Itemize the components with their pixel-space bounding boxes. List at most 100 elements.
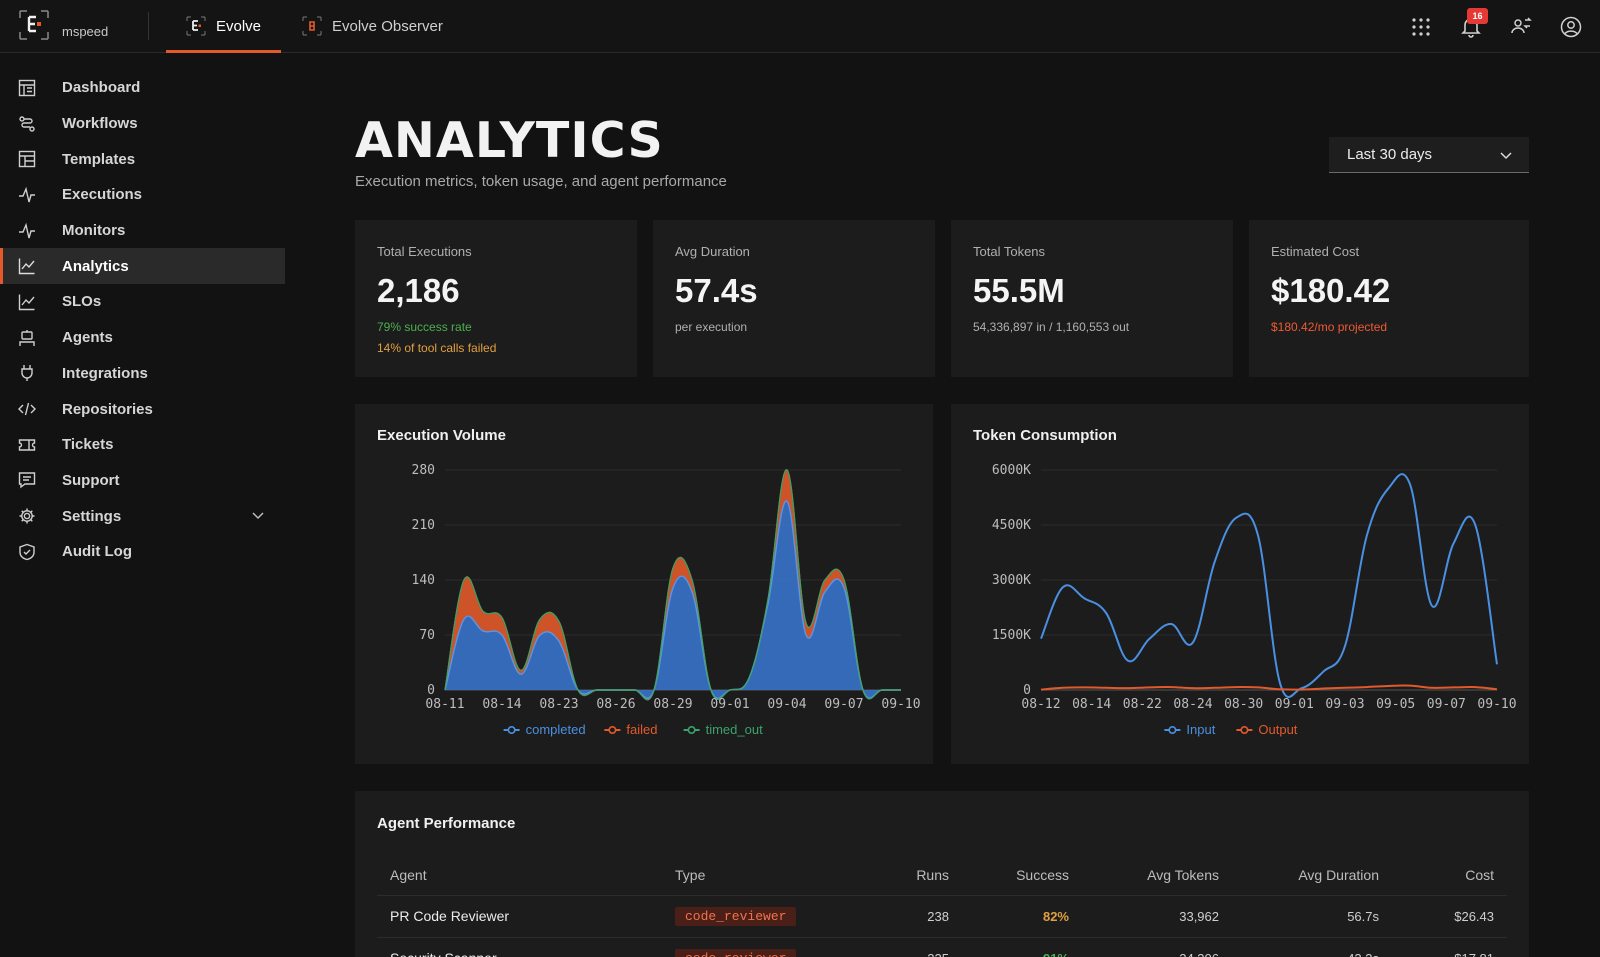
user-account-icon[interactable]	[1556, 12, 1586, 42]
sidebar-item-agents[interactable]: Agents	[0, 320, 285, 356]
legend-label: failed	[626, 722, 657, 737]
sidebar-item-label: Monitors	[62, 222, 126, 240]
legend-item-input[interactable]: Input	[1164, 722, 1216, 737]
legend-label: Input	[1186, 722, 1215, 737]
legend-item-completed[interactable]: completed	[503, 722, 586, 737]
column-header-agent[interactable]: Agent	[377, 855, 662, 896]
section-title: Agent Performance	[377, 815, 516, 832]
shield-icon	[19, 543, 35, 561]
sidebar-item-integrations[interactable]: Integrations	[0, 356, 285, 392]
runs-value: 238	[862, 895, 962, 938]
agent-name: PR Code Reviewer	[377, 895, 662, 938]
x-tick-label: 08-14	[482, 697, 521, 712]
x-tick-label: 08-30	[1224, 697, 1263, 712]
sidebar-item-templates[interactable]: Templates	[0, 141, 285, 177]
sidebar-item-monitors[interactable]: Monitors	[0, 213, 285, 249]
sidebar-item-executions[interactable]: Executions	[0, 177, 285, 213]
legend-marker	[507, 725, 516, 734]
column-header-type[interactable]: Type	[662, 855, 862, 896]
y-tick-label: 70	[419, 628, 435, 643]
tab-evolve-observer[interactable]: Evolve Observer	[282, 0, 463, 52]
column-header-avg-duration[interactable]: Avg Duration	[1232, 855, 1392, 896]
sidebar-item-label: Dashboard	[62, 79, 141, 97]
sidebar-item-label: Templates	[62, 150, 136, 168]
execution-volume-card: Execution Volume 0 70 140 210 280 08-11 08-14 0…	[355, 404, 933, 764]
sidebar-item-analytics[interactable]: Analytics	[0, 248, 285, 285]
notifications-button[interactable]: 16	[1456, 8, 1488, 42]
runs-value: 225	[862, 937, 962, 957]
tab-evolve[interactable]: Evolve	[166, 0, 282, 53]
sidebar-item-repositories[interactable]: Repositories	[0, 391, 285, 427]
y-tick-label: 6000K	[992, 463, 1031, 478]
success-value: 82%	[962, 895, 1082, 938]
legend-item-timed-out[interactable]: timed_out	[683, 722, 763, 737]
sidebar-item-slos[interactable]: SLOs	[0, 284, 285, 320]
tool-failure-text: 14% of tool calls failed	[377, 341, 497, 355]
gear-icon	[19, 508, 35, 524]
stat-value: 2,186	[377, 272, 460, 309]
table-row[interactable]: Security Scanner code_reviewer 225 91% 2…	[377, 937, 1507, 957]
sidebar-item-workflows[interactable]: Workflows	[0, 106, 285, 142]
column-header-avg-tokens[interactable]: Avg Tokens	[1082, 855, 1232, 896]
stat-label: Estimated Cost	[1271, 244, 1360, 259]
stat-value: $180.42	[1271, 272, 1391, 309]
stat-detail: 54,336,897 in / 1,160,553 out	[973, 320, 1130, 334]
date-range-select[interactable]: Last 30 days	[1329, 137, 1529, 173]
tab-evolve-label: Evolve	[216, 17, 262, 35]
apps-grid-icon[interactable]	[1406, 12, 1436, 42]
workflow-icon	[19, 115, 35, 132]
sidebar-item-label: Audit Log	[62, 543, 132, 561]
area-completed	[445, 501, 901, 699]
sidebar-item-label: Repositories	[62, 400, 153, 418]
dashboard-icon	[18, 79, 36, 97]
agent-type-cell: code_reviewer	[662, 937, 862, 957]
legend-label: timed_out	[706, 722, 763, 737]
column-header-success[interactable]: Success	[962, 855, 1082, 896]
org-switcher[interactable]: mspeed	[18, 9, 108, 41]
plug-icon	[21, 365, 33, 382]
x-tick-label: 09-03	[1325, 697, 1364, 712]
switch-user-icon[interactable]	[1506, 12, 1536, 42]
series-line-stack-top	[444, 469, 901, 701]
x-tick-label: 08-11	[425, 697, 464, 712]
sidebar-item-label: Integrations	[62, 364, 148, 382]
x-tick-label: 08-23	[539, 697, 578, 712]
success-rate-text: 79% success rate	[377, 320, 472, 334]
sidebar-item-label: Executions	[62, 186, 143, 204]
chevron-down-icon[interactable]	[251, 508, 265, 522]
sidebar-item-dashboard[interactable]: Dashboard	[0, 70, 285, 106]
legend-item-output[interactable]: Output	[1236, 722, 1298, 737]
x-tick-label: 09-10	[881, 697, 920, 712]
sidebar-item-audit-log[interactable]: Audit Log	[0, 534, 285, 570]
column-header-runs[interactable]: Runs	[862, 855, 962, 896]
legend-item-failed[interactable]: failed	[604, 722, 657, 737]
area-failed	[445, 469, 901, 700]
table-row[interactable]: PR Code Reviewer code_reviewer 238 82% 3…	[377, 895, 1507, 938]
x-tick-label: 09-04	[767, 697, 806, 712]
sidebar-item-label: Analytics	[62, 257, 129, 275]
sidebar-item-support[interactable]: Support	[0, 463, 285, 499]
sidebar-item-label: Workflows	[62, 115, 138, 133]
cost-value: $17.81	[1392, 937, 1507, 957]
sidebar-item-tickets[interactable]: Tickets	[0, 427, 285, 463]
execution-volume-chart: 0 70 140 210 280 08-11 08-14 08-23 08-26 08-29 09-…	[412, 463, 921, 737]
code-icon	[18, 402, 36, 416]
x-tick-label: 09-05	[1376, 697, 1415, 712]
ticket-icon	[18, 439, 36, 451]
agent-type-tag: code_reviewer	[675, 948, 797, 957]
stat-label: Total Executions	[377, 244, 472, 259]
divider	[148, 12, 149, 40]
column-header-cost[interactable]: Cost	[1392, 855, 1507, 896]
agent-type-cell: code_reviewer	[662, 895, 862, 938]
sidebar-item-settings[interactable]: Settings	[0, 498, 285, 534]
chart-title: Execution Volume	[377, 427, 506, 444]
agent-name: Security Scanner	[377, 937, 662, 957]
sidebar-item-label: Agents	[62, 329, 113, 347]
avg-duration-value: 42.3s	[1232, 937, 1392, 957]
agent-type-tag: code_reviewer	[675, 906, 797, 926]
agent-performance-table: Agent Type Runs Success Avg Tokens Avg D…	[377, 855, 1507, 957]
tab-evolve-observer-label: Evolve Observer	[332, 17, 443, 35]
y-tick-label: 4500K	[992, 518, 1031, 533]
legend-marker	[1240, 725, 1249, 734]
x-tick-label: 09-10	[1477, 697, 1516, 712]
